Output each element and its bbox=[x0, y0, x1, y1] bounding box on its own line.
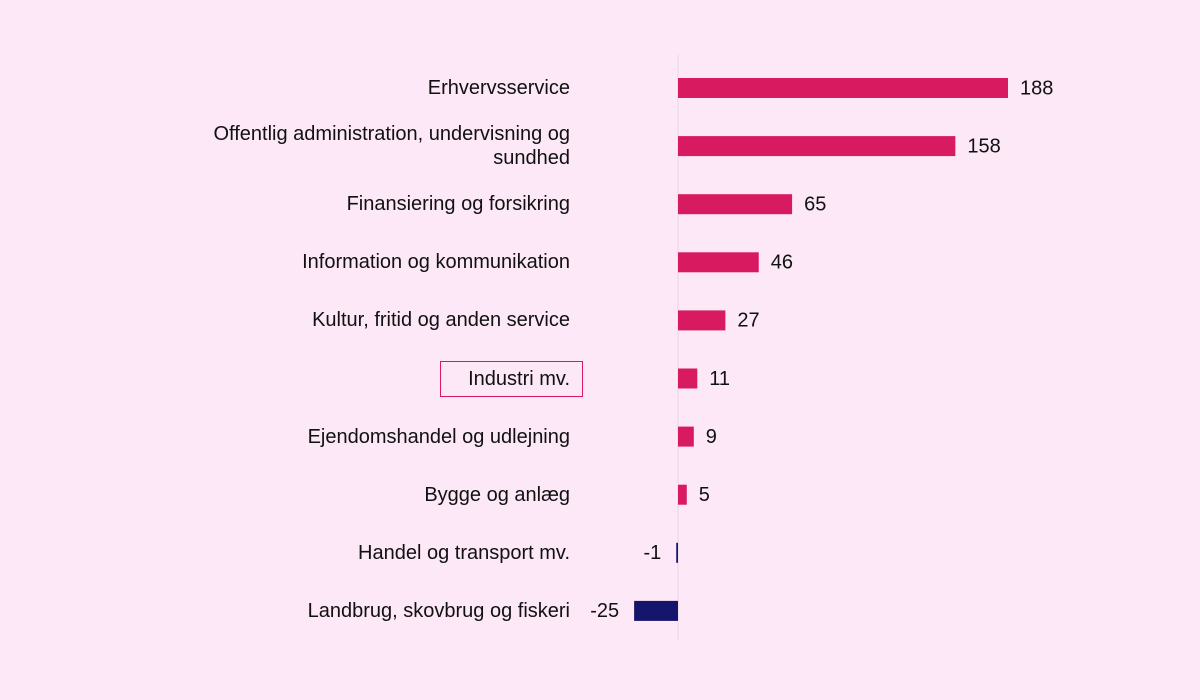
value-label: 158 bbox=[967, 135, 1000, 157]
bar bbox=[678, 310, 726, 331]
category-label: Information og kommunikation bbox=[302, 251, 570, 274]
category-label: Ejendomshandel og udlejning bbox=[307, 425, 570, 448]
category-label: Industri mv. bbox=[468, 367, 570, 390]
bar bbox=[678, 426, 694, 447]
value-label: 188 bbox=[1020, 77, 1053, 99]
category-label: Kultur, fritid og anden service bbox=[312, 309, 570, 332]
bar bbox=[678, 194, 793, 215]
highlight-box bbox=[440, 360, 583, 397]
value-label: -1 bbox=[643, 542, 661, 564]
category-label: Handel og transport mv. bbox=[358, 541, 570, 564]
bar bbox=[678, 368, 698, 389]
value-label: 11 bbox=[709, 368, 730, 390]
bar bbox=[678, 136, 956, 157]
category-label: Offentlig administration, undervisning o… bbox=[213, 123, 570, 170]
bar bbox=[678, 78, 1008, 98]
bar bbox=[634, 600, 678, 621]
category-label: Bygge og anlæg bbox=[424, 483, 570, 506]
value-label: 65 bbox=[804, 193, 826, 215]
bar bbox=[678, 484, 687, 505]
bar bbox=[678, 252, 759, 273]
category-label: Landbrug, skovbrug og fiskeri bbox=[307, 599, 570, 622]
value-label: 27 bbox=[737, 310, 759, 332]
value-label: 46 bbox=[771, 252, 793, 274]
category-label: Finansiering og forsikring bbox=[346, 193, 570, 216]
value-label: 9 bbox=[706, 426, 717, 448]
bar bbox=[676, 542, 678, 563]
value-label: -25 bbox=[590, 600, 619, 622]
category-label: Erhvervsservice bbox=[427, 77, 570, 99]
value-label: 5 bbox=[699, 484, 710, 506]
